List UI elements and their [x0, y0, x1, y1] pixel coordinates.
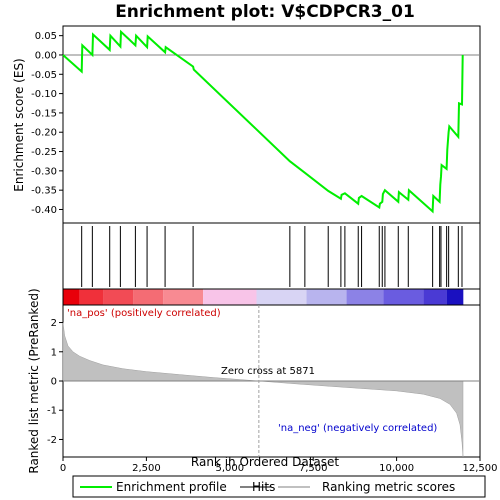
x-tick-label: 5,000 [215, 463, 244, 474]
top-y-tick-label: 0.05 [35, 31, 57, 42]
top-y-tick-label: 0.00 [35, 50, 57, 61]
bottom-y-ticks: 2 1 0 -1 -2 [47, 318, 63, 446]
bottom-y-axis-label: Ranked list metric (PreRanked) [27, 288, 41, 473]
x-tick-label: 10,000 [379, 463, 414, 474]
bottom-y-tick-label: 1 [51, 347, 57, 358]
bottom-y-tick-label: -2 [47, 435, 57, 446]
x-tick-label: 0 [60, 463, 66, 474]
ranking-metric-area [62, 322, 464, 458]
x-axis-ticks: 0 2,500 5,000 7,500 10,000 12,500 [60, 457, 498, 474]
chart-title: Enrichment plot: V$CDPCR3_01 [115, 2, 415, 22]
legend-enrichment-label: Enrichment profile [116, 480, 227, 494]
x-tick-label: 7,500 [299, 463, 328, 474]
bottom-y-tick-label: -1 [47, 406, 57, 417]
ranking-heat-bar [63, 289, 464, 305]
top-y-tick-label: -0.30 [31, 166, 57, 177]
heat-segment [103, 289, 134, 305]
top-y-tick-label: -0.15 [31, 108, 57, 119]
top-panel-frame [62, 25, 481, 224]
heat-segment [63, 289, 80, 305]
heat-segment [346, 289, 384, 305]
heat-segment [306, 289, 347, 305]
x-axis-label: Rank in Ordered Dataset [191, 455, 339, 469]
legend-hits-label: Hits [252, 480, 275, 494]
heat-segment [163, 289, 204, 305]
top-y-tick-label: -0.20 [31, 128, 57, 139]
hits-panel-frame [62, 222, 481, 290]
heat-segment [203, 289, 257, 305]
top-y-tick-label: -0.05 [31, 70, 57, 81]
heat-segment [256, 289, 307, 305]
pos-correlated-label: 'na_pos' (positively correlated) [67, 308, 221, 319]
bottom-y-tick-label: 2 [51, 318, 57, 329]
hit-markers [81, 226, 463, 287]
top-y-tick-label: -0.35 [31, 186, 57, 197]
neg-correlated-label: 'na_neg' (negatively correlated) [278, 423, 437, 434]
heat-segment [423, 289, 447, 305]
top-y-tick-label: -0.40 [31, 205, 57, 216]
heat-segment [79, 289, 104, 305]
bottom-y-tick-label: 0 [51, 377, 57, 388]
top-y-tick-label: -0.10 [31, 89, 57, 100]
top-y-tick-label: -0.25 [31, 147, 57, 158]
heat-segment [133, 289, 164, 305]
zero-cross-label: Zero cross at 5871 [221, 366, 315, 377]
heat-segment [446, 289, 464, 305]
heat-segment [383, 289, 424, 305]
x-tick-label: 12,500 [463, 463, 498, 474]
enrichment-profile-line [62, 29, 464, 214]
x-tick-label: 2,500 [132, 463, 161, 474]
top-y-axis-label: Enrichment score (ES) [12, 58, 26, 191]
legend-metric-label: Ranking metric scores [322, 480, 455, 494]
top-y-ticks: 0.05 0.00 -0.05 -0.10 -0.15 -0.20 -0.25 -0.30 -0… [31, 31, 63, 216]
